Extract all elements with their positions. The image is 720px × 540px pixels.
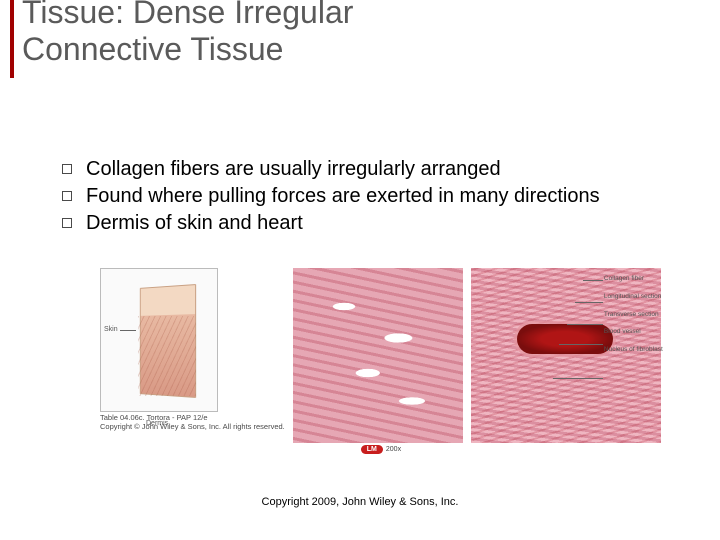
dermis-label: Dermis — [146, 420, 168, 427]
bullet-text: Collagen fibers are usually irregularly … — [86, 158, 501, 181]
figure-skin-block: Skin Dermis Table 04.06c. Tortora - PAP … — [100, 268, 285, 443]
label-nucleus: Nucleus of fibroblast — [604, 345, 663, 355]
copyright-text: Copyright 2009, John Wiley & Sons, Inc. — [0, 496, 720, 508]
bullet-item: Collagen fibers are usually irregularly … — [62, 158, 600, 181]
leader-line — [567, 324, 603, 325]
title-accent-bar — [10, 0, 14, 78]
figure-micrograph-image — [293, 268, 463, 412]
figure-illustration: Collagen fiber Longitudinal section Tran… — [471, 268, 661, 443]
lm-magnification: 200x — [386, 446, 401, 453]
title-line-2: Connective Tissue — [22, 31, 283, 67]
figure-caption: Table 04.06c. Tortora - PAP 12/e Copyrig… — [100, 414, 285, 431]
bullet-marker — [62, 191, 72, 201]
micrograph-texture — [293, 268, 463, 443]
skin-label: Skin — [104, 326, 118, 333]
label-transverse: Transverse section — [604, 310, 663, 320]
leader-line — [559, 344, 603, 345]
label-longitudinal: Longitudinal section — [604, 292, 663, 302]
lm-pill: LM — [361, 445, 383, 454]
bullet-text: Found where pulling forces are exerted i… — [86, 185, 600, 208]
bullet-item: Dermis of skin and heart — [62, 212, 600, 235]
caption-line: Copyright © John Wiley & Sons, Inc. All … — [100, 422, 285, 431]
lm-badge: LM 200x — [361, 445, 401, 454]
title-line-1: Tissue: Dense Irregular — [22, 0, 353, 30]
label-blood-vessel: Blood vessel — [604, 327, 663, 337]
figure-micrograph: LM 200x Sectional view of dense irregula… — [293, 268, 463, 443]
leader-line — [575, 302, 603, 303]
figure-row: Skin Dermis Table 04.06c. Tortora - PAP … — [100, 268, 661, 443]
leader-line — [120, 330, 136, 331]
bullet-text: Dermis of skin and heart — [86, 212, 303, 235]
figure-illustration-image: Collagen fiber Longitudinal section Tran… — [471, 268, 661, 412]
bullet-marker — [62, 218, 72, 228]
slide-title: Tissue: Dense Irregular Connective Tissu… — [22, 0, 353, 68]
bullet-marker — [62, 164, 72, 174]
bullet-list: Collagen fibers are usually irregularly … — [62, 158, 600, 239]
illustration-labels: Collagen fiber Longitudinal section Tran… — [604, 274, 663, 363]
leader-line — [583, 280, 603, 281]
leader-line — [553, 378, 603, 379]
label-collagen-fiber: Collagen fiber — [604, 274, 663, 284]
slide: Tissue: Dense Irregular Connective Tissu… — [0, 0, 720, 540]
skin-block-texture — [138, 316, 196, 396]
bullet-item: Found where pulling forces are exerted i… — [62, 185, 600, 208]
blood-vessel-shape — [517, 324, 613, 354]
figure-skin-block-image: Skin Dermis — [100, 268, 218, 412]
